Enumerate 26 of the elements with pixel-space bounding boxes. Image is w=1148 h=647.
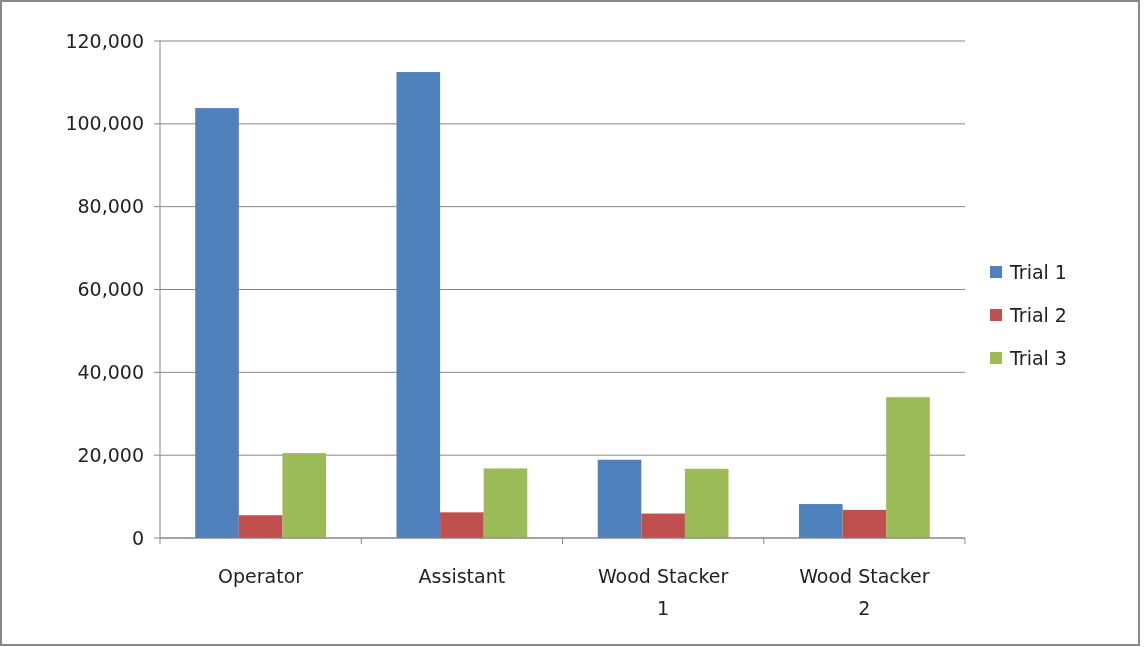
bar: [842, 509, 887, 538]
bar: [886, 397, 930, 538]
y-tick-label: 40,000: [77, 360, 144, 383]
bar: [195, 108, 239, 538]
y-tick-label: 120,000: [65, 29, 144, 52]
legend-label: Trial 2: [1009, 303, 1067, 326]
x-tick-label: Wood Stacker 2: [799, 565, 930, 619]
y-tick-label: 80,000: [77, 195, 144, 218]
legend-label: Trial 3: [1009, 346, 1067, 369]
x-tick-label: Assistant: [418, 565, 506, 587]
y-tick-label: 60,000: [77, 278, 144, 301]
x-tick-label: Wood Stacker 1: [597, 565, 729, 619]
bar: [483, 468, 528, 538]
bar: [396, 72, 441, 538]
y-tick-label: 0: [131, 526, 144, 549]
bar: [440, 512, 484, 538]
y-tick-label: 100,000: [65, 112, 144, 135]
bar: [282, 453, 327, 538]
bar: [798, 504, 843, 538]
bar: [597, 459, 642, 538]
x-tick-label: Operator: [218, 565, 304, 587]
y-tick-label: 20,000: [77, 443, 144, 466]
legend-label: Trial 1: [1009, 260, 1067, 283]
bar: [684, 468, 729, 538]
bar: [641, 513, 685, 538]
bar: [238, 515, 283, 538]
